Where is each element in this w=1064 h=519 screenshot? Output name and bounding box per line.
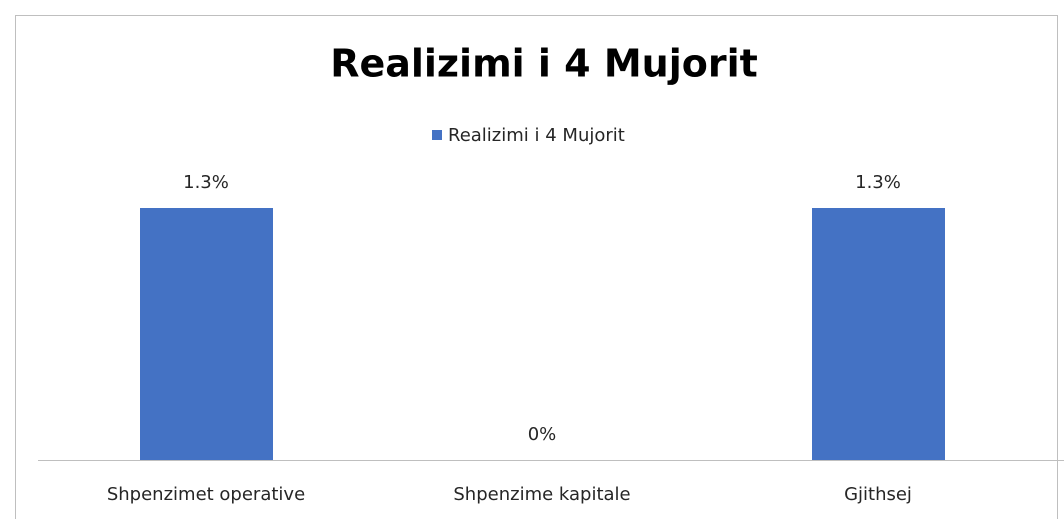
chart-title: Realizimi i 4 Mujorit [330,42,758,86]
bar [140,208,273,460]
legend-swatch [432,130,442,140]
bar [812,208,945,460]
x-tick-label: Shpenzimet operative [107,484,305,505]
data-label: 1.3% [183,172,229,193]
x-tick-label: Shpenzime kapitale [453,484,630,505]
x-tick-label: Gjithsej [844,484,912,505]
data-label: 1.3% [855,172,901,193]
legend-label: Realizimi i 4 Mujorit [448,125,625,146]
data-label: 0% [528,424,557,445]
